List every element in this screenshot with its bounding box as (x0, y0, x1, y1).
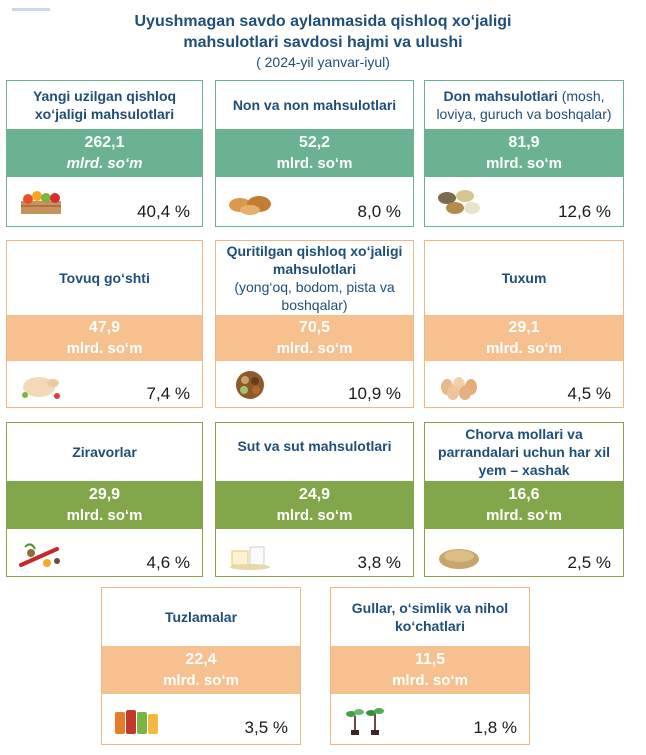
card-share: 7,4 % (146, 384, 190, 403)
card-fresh-produce: Yangi uzilgan qishloq xo‘jaligi mahsulot… (6, 80, 203, 227)
card-value-band: 11,5 mlrd. so‘m (331, 646, 529, 694)
dried-fruits-icon (236, 371, 264, 399)
seedlings-icon (346, 708, 384, 735)
card-title: Gullar, o‘simlik va nihol ko‘chatlari (351, 600, 509, 634)
card-dairy: Sut va sut mahsulotlari 24,9 mlrd. so‘m … (215, 422, 414, 577)
card-value-band: 22,4 mlrd. so‘m (102, 646, 300, 694)
card-value: 47,9 (88, 319, 121, 336)
card-share: 10,9 % (348, 384, 401, 403)
card-value-band: 70,5 mlrd. so‘m (216, 315, 413, 361)
fruit-crate-icon (21, 191, 61, 214)
card-title: Don mahsulotlari (mosh, loviya, guruch v… (436, 88, 612, 122)
card-value: 262,1 (84, 134, 125, 151)
card-unit: mlrd. so‘m (392, 672, 468, 689)
card-bread: Non va non mahsulotlari 52,2 mlrd. so‘m … (215, 80, 414, 227)
card-share: 4,5 % (567, 384, 611, 403)
grain-bowls-icon (438, 190, 480, 214)
card-title: Tuzlamalar (164, 609, 238, 625)
card-title: Sut va sut mahsulotlari (237, 438, 392, 454)
card-dried-products: Quritilgan qishloq xo‘jaligi mahsulotlar… (215, 240, 414, 408)
card-title: Tuxum (501, 270, 547, 286)
card-value: 70,5 (298, 319, 331, 336)
card-unit: mlrd. so‘m (66, 155, 143, 172)
dairy-icon (230, 546, 270, 570)
card-value-band: 47,9 mlrd. so‘m (7, 315, 202, 361)
card-eggs: Tuxum 29,1 mlrd. so‘m 4,5 % (424, 240, 624, 408)
card-value: 22,4 (185, 651, 217, 668)
corner-decoration (12, 8, 50, 11)
card-share: 8,0 % (357, 202, 401, 221)
card-value-band: 52,2 mlrd. so‘m (216, 129, 413, 177)
card-title: Quritilgan qishloq xo‘jaligi mahsulotlar… (226, 243, 403, 313)
card-value-band: 16,6 mlrd. so‘m (425, 481, 623, 529)
card-value: 16,6 (508, 486, 540, 503)
spices-icon (19, 543, 60, 567)
feed-icon (439, 549, 479, 569)
card-title: Tovuq go‘shti (59, 270, 150, 286)
card-value: 11,5 (414, 651, 446, 668)
card-share: 3,5 % (244, 718, 288, 737)
card-unit: mlrd. so‘m (276, 340, 353, 357)
card-value: 29,1 (508, 319, 540, 336)
card-unit: mlrd. so‘m (486, 340, 562, 357)
card-grains: Don mahsulotlari (mosh, loviya, guruch v… (424, 80, 624, 227)
card-value: 24,9 (298, 486, 331, 503)
pickle-jars-icon (115, 710, 158, 734)
card-share: 1,8 % (473, 718, 517, 737)
card-unit: mlrd. so‘m (163, 672, 239, 689)
card-unit: mlrd. so‘m (276, 155, 353, 172)
card-pickles: Tuzlamalar 22,4 mlrd. so‘m 3,5 % (101, 587, 301, 745)
card-livestock-feed: Chorva mollari va parrandalari uchun har… (424, 422, 624, 577)
page-title-line-2: mahsulotlari savdosi hajmi va ulushi (183, 34, 463, 51)
card-value: 81,9 (508, 134, 540, 151)
card-share: 40,4 % (137, 202, 190, 221)
card-value-band: 262,1 mlrd. so‘m (7, 129, 202, 177)
card-value: 52,2 (298, 134, 331, 151)
card-title: Non va non mahsulotlari (232, 97, 397, 113)
chicken-icon (22, 377, 60, 399)
card-share: 2,5 % (567, 553, 611, 572)
bread-icon (229, 196, 271, 215)
card-share: 12,6 % (558, 202, 611, 221)
period-subtitle: ( 2024-yil yanvar-iyul) (256, 54, 390, 70)
card-unit: mlrd. so‘m (66, 340, 143, 357)
page-title-line-1: Uyushmagan savdo aylanmasida qishloq xo‘… (134, 13, 512, 30)
card-flowers-seedlings: Gullar, o‘simlik va nihol ko‘chatlari 11… (330, 587, 530, 745)
card-title: Yangi uzilgan qishloq xo‘jaligi mahsulot… (32, 88, 177, 122)
card-value: 29,9 (88, 486, 121, 503)
card-title: Ziravorlar (72, 444, 137, 460)
card-unit: mlrd. so‘m (276, 507, 353, 524)
card-unit: mlrd. so‘m (486, 507, 562, 524)
card-unit: mlrd. so‘m (66, 507, 143, 524)
eggs-icon (441, 377, 477, 400)
card-share: 3,8 % (357, 553, 401, 572)
card-chicken: Tovuq go‘shti 47,9 mlrd. so‘m 7,4 % (6, 240, 203, 408)
card-value-band: 24,9 mlrd. so‘m (216, 481, 413, 529)
card-value-band: 29,1 mlrd. so‘m (425, 315, 623, 361)
card-unit: mlrd. so‘m (486, 155, 562, 172)
card-value-band: 29,9 mlrd. so‘m (7, 481, 202, 529)
card-value-band: 81,9 mlrd. so‘m (425, 129, 623, 177)
card-title: Chorva mollari va parrandalari uchun har… (438, 426, 610, 478)
card-share: 4,6 % (146, 553, 190, 572)
card-spices: Ziravorlar 29,9 mlrd. so‘m 4,6 % (6, 422, 203, 577)
